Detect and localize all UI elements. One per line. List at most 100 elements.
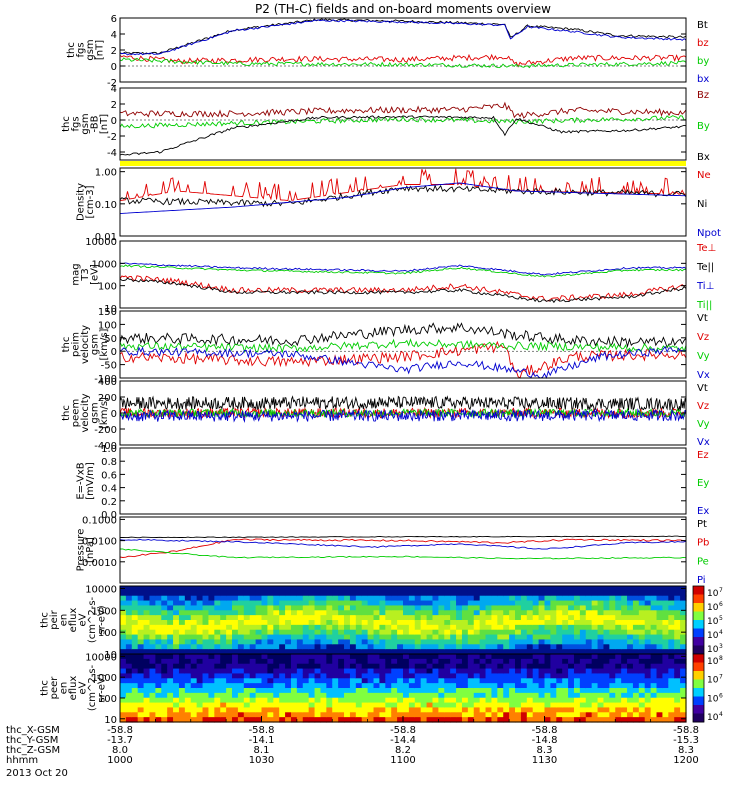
spectrogram-cell (155, 600, 162, 607)
spectrogram-cell (503, 702, 510, 709)
spectrogram-cell (308, 629, 316, 636)
spectrogram-cell (296, 663, 304, 670)
spectrogram-cell (161, 629, 168, 636)
spectrogram-cell (550, 629, 557, 636)
spectrogram-cell (196, 668, 204, 675)
spectrogram-cell (273, 605, 280, 611)
spectrogram-cell (674, 692, 681, 699)
spectrogram-cell (279, 629, 286, 636)
spectrogram-cell (550, 586, 557, 592)
spectrogram-cell (178, 712, 186, 718)
spectrogram-cell (403, 590, 410, 597)
spectrogram-cell (232, 600, 239, 607)
spectrogram-cell (497, 649, 504, 655)
spectrogram-cell (656, 673, 664, 679)
spectrogram-cell (373, 683, 381, 689)
spectrogram-cell (120, 615, 127, 621)
spectrogram-cell (450, 688, 457, 694)
spectrogram-cell (538, 683, 546, 689)
spectrogram-cell (491, 620, 498, 626)
spectrogram-cell (261, 702, 268, 709)
spectrogram-cell (568, 654, 575, 660)
spectrogram-cell (544, 692, 551, 699)
spectrogram-cell (120, 600, 127, 607)
spectrogram-cell (420, 658, 428, 665)
spectrogram-cell (285, 692, 292, 699)
spectrogram-cell (515, 629, 522, 636)
spectrogram-cell (208, 595, 215, 602)
spectrogram-cell (556, 644, 563, 650)
spectrogram-cell (497, 707, 504, 713)
spectrogram-cell (615, 595, 622, 602)
spectrogram-cell (273, 634, 280, 641)
spectrogram-cell (202, 649, 210, 655)
spectrogram-cell (644, 629, 652, 636)
spectrogram-cell (178, 624, 186, 631)
y-tick-label: 10000 (85, 652, 117, 663)
spectrogram-cell (332, 683, 339, 689)
spectrogram-cell (338, 624, 345, 631)
spectrogram-cell (344, 610, 351, 616)
spectrogram-cell (184, 649, 192, 655)
spectrogram-cell (432, 644, 439, 650)
spectrogram-cell (627, 590, 634, 597)
spectrogram-cell (255, 644, 263, 650)
spectrogram-cell (515, 644, 522, 650)
spectrogram-cell (267, 673, 274, 679)
spectrogram-cell (373, 610, 381, 616)
spectrogram-cell (420, 634, 428, 641)
y-axis-label: peer (49, 676, 60, 700)
spectrogram-cell (674, 663, 681, 670)
spectrogram-cell (155, 678, 162, 684)
spectrogram-cell (355, 654, 363, 660)
spectrogram-cell (656, 692, 664, 699)
spectrogram-cell (503, 590, 510, 597)
spectrogram-cell (338, 600, 345, 607)
spectrogram-cell (509, 697, 516, 704)
spectrogram-cell (497, 658, 504, 665)
spectrogram-cell (143, 610, 151, 616)
spectrogram-cell (137, 683, 145, 689)
legend-Vx: Vx (697, 370, 710, 381)
spectrogram-cell (485, 610, 493, 616)
spectrogram-cell (520, 610, 528, 616)
spectrogram-cell (261, 649, 268, 655)
spectrogram-cell (196, 624, 204, 631)
spectrogram-cell (190, 654, 198, 660)
spectrogram-cell (568, 615, 575, 621)
spectrogram-cell (591, 688, 599, 694)
spectrogram-cell (143, 615, 151, 621)
spectrogram-cell (355, 658, 363, 665)
spectrogram-cell (503, 668, 510, 675)
x-axis-value: -14.4 (390, 735, 416, 746)
spectrogram-cell (621, 624, 628, 631)
spectrogram-cell (456, 697, 463, 704)
spectrogram-cell (285, 605, 292, 611)
spectrogram-cell (326, 688, 333, 694)
spectrogram-cell (391, 688, 398, 694)
spectrogram-cell (178, 702, 186, 709)
spectrogram-cell (149, 683, 156, 689)
spectrogram-cell (603, 692, 610, 699)
spectrogram-cell (680, 658, 687, 665)
spectrogram-cell (143, 707, 151, 713)
spectrogram-cell (656, 697, 664, 704)
spectrogram-cell (261, 712, 268, 718)
spectrogram-cell (432, 658, 439, 665)
x-axis-value: 8.2 (395, 745, 411, 756)
spectrogram-cell (120, 605, 127, 611)
spectrogram-cell (414, 654, 422, 660)
spectrogram-cell (208, 586, 215, 592)
spectrogram-cell (344, 697, 351, 704)
spectrogram-cell (296, 590, 304, 597)
spectrogram-cell (261, 629, 268, 636)
spectrogram-cell (349, 586, 357, 592)
spectrogram-cell (497, 644, 504, 650)
spectrogram-cell (473, 712, 481, 718)
spectrogram-cell (426, 629, 434, 636)
spectrogram-cell (603, 712, 610, 718)
spectrogram-cell (332, 639, 339, 645)
spectrogram-cell (573, 639, 581, 645)
spectrogram-cell (450, 668, 457, 675)
spectrogram-cell (491, 717, 498, 723)
